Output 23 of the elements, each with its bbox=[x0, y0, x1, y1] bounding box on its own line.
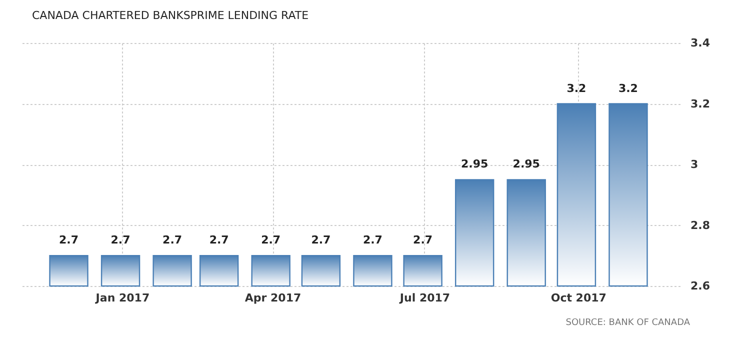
y-tick-label: 3.4 bbox=[690, 36, 710, 50]
x-tick-label: Apr 2017 bbox=[244, 292, 302, 304]
source-note: SOURCE: BANK OF CANADA bbox=[566, 318, 690, 328]
data-label: 2.7 bbox=[311, 234, 331, 247]
data-label: 2.7 bbox=[362, 234, 382, 247]
data-label: 2.7 bbox=[110, 234, 130, 247]
data-label: 3.2 bbox=[566, 82, 586, 95]
chart-title: CANADA CHARTERED BANKSPRIME LENDING RATE bbox=[32, 9, 309, 22]
data-label: 2.7 bbox=[413, 234, 433, 247]
data-label: 3.2 bbox=[618, 82, 638, 95]
x-tick-label: Jul 2017 bbox=[398, 292, 450, 304]
y-tick-label: 3 bbox=[690, 158, 698, 171]
data-label: 2.7 bbox=[261, 234, 281, 247]
data-label: 2.95 bbox=[512, 158, 540, 171]
data-label: 2.7 bbox=[209, 234, 229, 247]
y-tick-label: 2.8 bbox=[690, 218, 710, 232]
data-label: 2.95 bbox=[461, 158, 488, 171]
x-tick-label: Oct 2017 bbox=[550, 292, 606, 304]
data-label: 2.7 bbox=[162, 234, 182, 247]
data-label: 2.7 bbox=[59, 234, 79, 247]
y-tick-label: 3.2 bbox=[690, 97, 710, 110]
x-tick-label: Jan 2017 bbox=[94, 292, 150, 304]
y-tick-label: 2.6 bbox=[690, 280, 710, 292]
